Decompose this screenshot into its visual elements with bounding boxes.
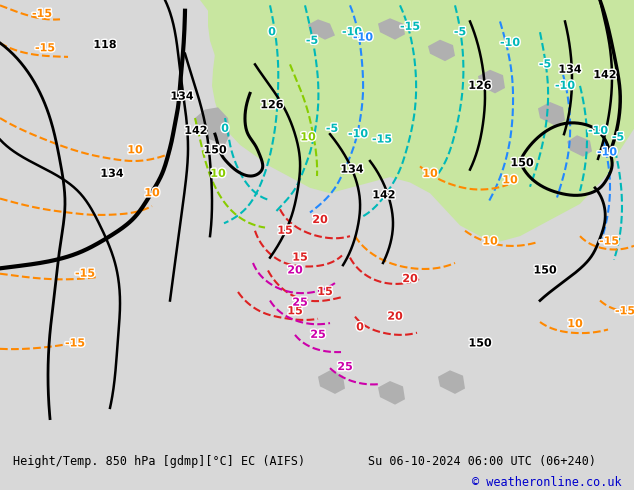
- Text: 10: 10: [502, 175, 518, 185]
- Polygon shape: [428, 40, 455, 61]
- Text: -5: -5: [306, 36, 318, 46]
- Text: 142: 142: [372, 190, 396, 200]
- Text: 20: 20: [387, 312, 403, 321]
- Text: -5: -5: [326, 124, 338, 134]
- Text: Height/Temp. 850 hPa [gdmp][°C] EC (AIFS): Height/Temp. 850 hPa [gdmp][°C] EC (AIFS…: [13, 455, 305, 468]
- Polygon shape: [212, 0, 620, 242]
- Text: 150: 150: [510, 158, 533, 168]
- Text: 126: 126: [469, 81, 492, 91]
- Text: -5: -5: [612, 132, 624, 143]
- Text: 20: 20: [313, 215, 328, 225]
- Text: 10: 10: [301, 132, 316, 143]
- Text: © weatheronline.co.uk: © weatheronline.co.uk: [472, 476, 621, 489]
- Text: 10: 10: [567, 319, 583, 329]
- Text: 10: 10: [145, 188, 160, 198]
- Text: -15: -15: [35, 43, 55, 53]
- Text: 15: 15: [277, 226, 293, 236]
- Polygon shape: [478, 70, 505, 94]
- Text: -10: -10: [348, 129, 368, 139]
- Text: 10: 10: [127, 145, 143, 155]
- Text: 0: 0: [221, 124, 229, 134]
- Text: -15: -15: [75, 269, 95, 279]
- Text: -15: -15: [372, 135, 392, 145]
- Text: 25: 25: [310, 330, 326, 340]
- Text: 0: 0: [356, 322, 364, 332]
- Text: 25: 25: [337, 362, 353, 372]
- Text: 134: 134: [171, 92, 193, 101]
- Text: -15: -15: [400, 22, 420, 32]
- Polygon shape: [308, 19, 335, 40]
- Polygon shape: [195, 107, 230, 145]
- Text: 10: 10: [482, 237, 498, 246]
- Text: 142: 142: [184, 126, 208, 136]
- Text: -10: -10: [555, 81, 575, 91]
- Text: 134: 134: [100, 169, 124, 179]
- Text: 15: 15: [317, 287, 333, 297]
- Text: 20: 20: [403, 274, 418, 284]
- Text: 150: 150: [204, 145, 226, 155]
- Text: Su 06-10-2024 06:00 UTC (06+240): Su 06-10-2024 06:00 UTC (06+240): [368, 455, 596, 468]
- Text: -15: -15: [32, 9, 52, 19]
- Text: 142: 142: [593, 70, 617, 80]
- Polygon shape: [567, 135, 592, 157]
- Polygon shape: [200, 0, 330, 80]
- Polygon shape: [465, 0, 634, 198]
- Text: 15: 15: [292, 253, 307, 263]
- Text: 10: 10: [422, 169, 437, 179]
- Text: 126: 126: [261, 100, 283, 110]
- Text: 20: 20: [287, 266, 302, 275]
- Text: -15: -15: [65, 339, 85, 348]
- Text: 25: 25: [292, 298, 307, 308]
- Polygon shape: [538, 102, 565, 125]
- Polygon shape: [378, 18, 405, 40]
- Text: -10: -10: [588, 126, 608, 136]
- Polygon shape: [318, 370, 345, 394]
- Text: 10: 10: [210, 169, 226, 179]
- Text: 15: 15: [287, 306, 302, 316]
- Text: 150: 150: [533, 266, 557, 275]
- Text: 118: 118: [93, 40, 117, 50]
- Text: -10: -10: [353, 32, 373, 43]
- Polygon shape: [438, 370, 465, 394]
- Text: -10: -10: [342, 27, 362, 37]
- Text: -15: -15: [615, 306, 634, 316]
- Text: 134: 134: [559, 65, 581, 75]
- Text: -10: -10: [597, 147, 617, 157]
- Text: 150: 150: [469, 339, 491, 348]
- Text: -15: -15: [599, 237, 619, 246]
- Text: -10: -10: [500, 38, 520, 48]
- Text: -5: -5: [539, 59, 551, 70]
- Text: 0: 0: [268, 27, 276, 37]
- Text: -5: -5: [454, 27, 466, 37]
- Text: 134: 134: [340, 165, 364, 174]
- Polygon shape: [378, 381, 405, 405]
